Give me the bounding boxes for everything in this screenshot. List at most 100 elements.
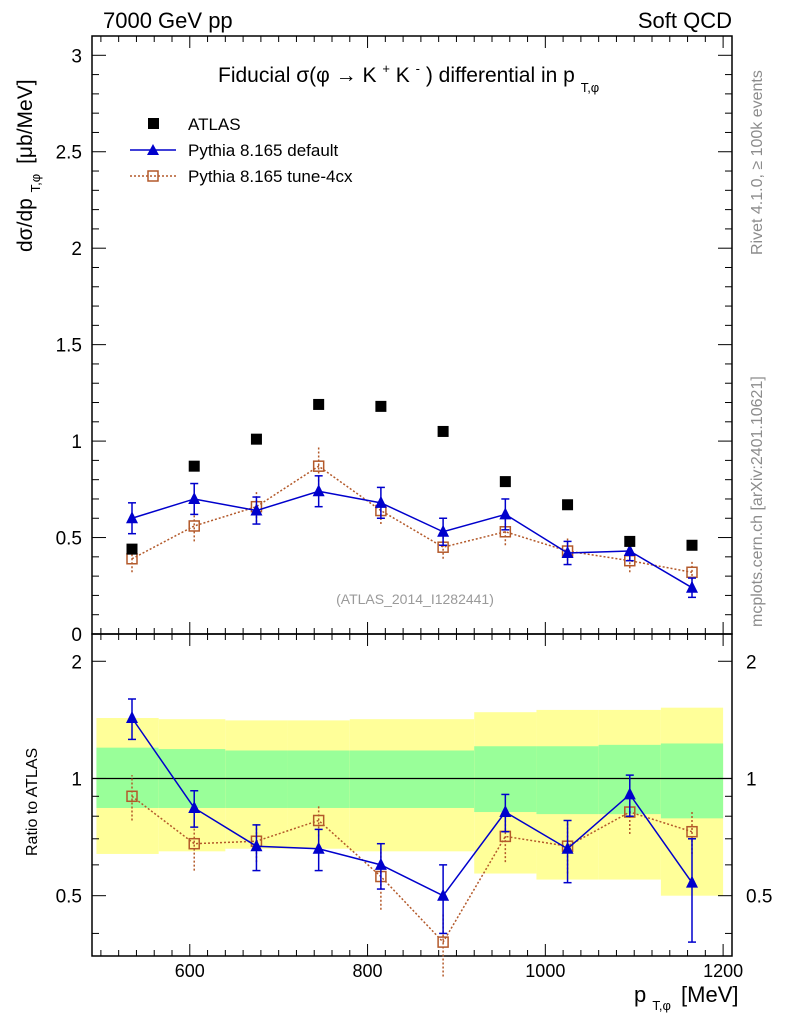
main-atlas-point bbox=[499, 476, 511, 488]
ratio-default-point bbox=[312, 841, 325, 854]
y-axis-label-main: dσ/dp T,φ [μb/MeV] bbox=[14, 79, 45, 252]
x-label-text: p bbox=[634, 982, 646, 1007]
main-default-point bbox=[312, 484, 325, 497]
ratio-y-tick-label: 0.5 bbox=[56, 887, 82, 908]
title-sigma: σ(φ → bbox=[296, 64, 362, 87]
ratio-tune-point bbox=[437, 936, 449, 948]
main-atlas-point bbox=[686, 539, 698, 551]
analysis-watermark: (ATLAS_2014_I1282441) bbox=[336, 591, 494, 607]
x-axis-label: p T,φ [MeV] bbox=[634, 982, 739, 1015]
ratio-default-point bbox=[686, 875, 698, 888]
title-sub: T,φ bbox=[581, 80, 600, 95]
main-atlas-point bbox=[126, 543, 138, 555]
legend-atlas-label: ATLAS bbox=[188, 115, 241, 134]
main-default-point bbox=[623, 544, 636, 557]
main-y-tick-label: 3 bbox=[71, 46, 82, 67]
title-k2: K bbox=[396, 64, 410, 87]
main-default-line bbox=[131, 490, 693, 589]
legend-default-label: Pythia 8.165 default bbox=[188, 141, 339, 160]
main-default-point bbox=[561, 545, 574, 558]
main-tune-point bbox=[312, 460, 325, 472]
axes: 600 800 1000 1200 0 0.5 1 1.5 2 2.5 3 0.5 0.5 1 1 2 2 bbox=[56, 36, 772, 981]
main-y-tick-label: 1.5 bbox=[56, 336, 82, 357]
ratio-series bbox=[126, 698, 698, 977]
ratio-tune-point bbox=[188, 837, 200, 850]
ratio-tune-line bbox=[131, 795, 693, 944]
ratio-uncertainty-bands bbox=[92, 707, 732, 896]
main-default-point bbox=[188, 491, 201, 504]
title-k1: K bbox=[362, 64, 376, 87]
header-left: 7000 GeV pp bbox=[103, 8, 233, 33]
ratio-default-point bbox=[561, 841, 574, 854]
title-suffix: ) differential in p bbox=[426, 64, 575, 87]
y-label-main-sub: T,φ bbox=[28, 174, 43, 193]
main-default-point bbox=[250, 503, 263, 516]
ratio-default-point bbox=[437, 888, 450, 901]
main-default-point bbox=[437, 524, 450, 537]
plot-title: Fiducial σ(φ → K + K - ) differential in… bbox=[218, 55, 599, 95]
ratio-y-tick-label-right: 2 bbox=[746, 652, 757, 673]
ratio-tune-point bbox=[126, 790, 138, 803]
y-label-main-unit: [μb/MeV] bbox=[14, 79, 37, 163]
x-tick-label: 800 bbox=[353, 961, 383, 981]
main-tune-point bbox=[686, 566, 698, 579]
x-label-unit: [MeV] bbox=[681, 982, 738, 1007]
ratio-default-point bbox=[374, 857, 387, 870]
ratio-band-inner bbox=[225, 750, 288, 808]
x-tick-label: 600 bbox=[175, 961, 205, 981]
legend-tune-label: Pythia 8.165 tune-4cx bbox=[188, 167, 353, 186]
ratio-y-tick-label: 2 bbox=[71, 652, 82, 673]
main-y-tick-label: 0.5 bbox=[56, 529, 82, 550]
ratio-band-inner bbox=[287, 750, 350, 808]
mcplots-label: mcplots.cern.ch [arXiv:2401.10621] bbox=[749, 376, 766, 627]
main-atlas-point bbox=[437, 425, 449, 437]
ratio-band-inner bbox=[536, 746, 599, 815]
main-atlas-point bbox=[624, 535, 636, 547]
ratio-default-point bbox=[188, 800, 201, 813]
main-atlas-point bbox=[562, 499, 574, 511]
rivet-label: Rivet 4.1.0, ≥ 100k events bbox=[749, 70, 766, 255]
main-atlas-point bbox=[250, 433, 262, 445]
ratio-y-tick-label: 1 bbox=[71, 769, 82, 790]
main-default-point bbox=[686, 580, 698, 593]
ratio-plot-frame bbox=[91, 633, 733, 957]
main-atlas-point bbox=[375, 400, 387, 412]
title-sup-minus: - bbox=[416, 61, 420, 76]
ratio-default-point bbox=[126, 710, 138, 723]
title-prefix: Fiducial bbox=[218, 64, 290, 87]
main-y-tick-label: 0 bbox=[71, 625, 82, 646]
main-default-point bbox=[499, 507, 512, 520]
ratio-y-tick-label-right: 1 bbox=[746, 769, 757, 790]
main-tune-point bbox=[188, 520, 200, 532]
y-label-main-text: dσ/dp bbox=[14, 198, 37, 252]
main-atlas-point bbox=[188, 460, 200, 472]
main-series bbox=[126, 398, 698, 599]
ratio-default-line bbox=[131, 717, 693, 897]
main-y-tick-label: 1 bbox=[71, 432, 82, 453]
ratio-default-point bbox=[250, 839, 263, 852]
ratio-tune-point bbox=[686, 825, 698, 838]
ratio-tune-point bbox=[312, 814, 325, 827]
ratio-band-inner bbox=[349, 750, 412, 808]
ratio-default-point bbox=[623, 787, 636, 800]
main-y-tick-label: 2.5 bbox=[56, 143, 82, 164]
ratio-band-inner bbox=[412, 750, 475, 808]
ratio-band-inner bbox=[660, 743, 724, 819]
main-y-tick-label: 2 bbox=[71, 239, 82, 260]
title-sup-plus: + bbox=[382, 61, 390, 76]
y-axis-label-ratio: Ratio to ATLAS bbox=[24, 748, 41, 856]
legend-tune-marker bbox=[147, 170, 159, 182]
x-label-sub: T,φ bbox=[652, 998, 671, 1013]
ratio-default-point bbox=[499, 805, 512, 818]
ratio-y-tick-label-right: 0.5 bbox=[746, 887, 772, 908]
main-atlas-point bbox=[313, 398, 325, 410]
main-default-point bbox=[374, 495, 387, 508]
header-right: Soft QCD bbox=[638, 8, 732, 33]
x-tick-label: 1000 bbox=[525, 961, 565, 981]
main-default-point bbox=[126, 511, 138, 524]
legend: ATLAS Pythia 8.165 default Pythia 8.165 … bbox=[130, 115, 353, 186]
main-tune-line bbox=[131, 465, 693, 574]
legend-atlas-marker bbox=[148, 118, 159, 129]
legend-default-marker bbox=[147, 144, 159, 155]
